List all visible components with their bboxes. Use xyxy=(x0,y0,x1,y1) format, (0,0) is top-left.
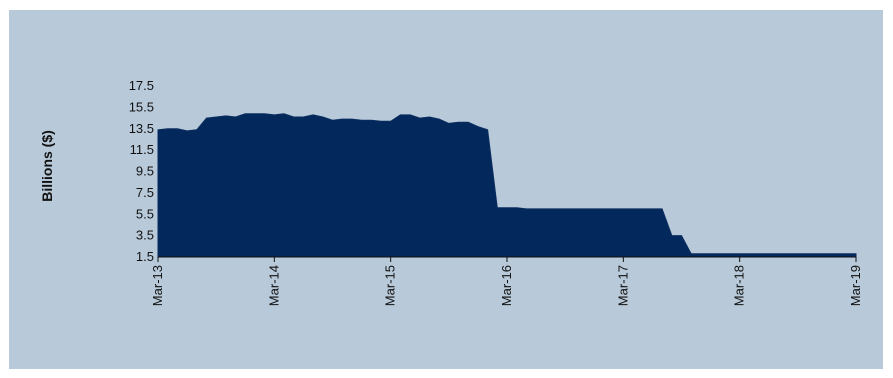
x-tick-label: Mar-16 xyxy=(499,265,514,306)
y-tick-label: 9.5 xyxy=(136,164,154,179)
x-tick-label: Mar-18 xyxy=(732,265,747,306)
y-tick-label: 7.5 xyxy=(136,185,154,200)
y-tick-label: 17.5 xyxy=(129,78,154,93)
x-tick-label: Mar-14 xyxy=(266,265,281,306)
y-axis-label: Billions ($) xyxy=(39,130,55,202)
y-tick-label: 3.5 xyxy=(136,228,154,243)
x-tick-label: Mar-19 xyxy=(848,265,863,306)
y-tick-label: 13.5 xyxy=(129,121,154,136)
y-tick-label: 5.5 xyxy=(136,206,154,221)
area-series-0 xyxy=(157,113,857,258)
x-tick-label: Mar-15 xyxy=(383,265,398,306)
x-tick-label: Mar-13 xyxy=(150,265,165,306)
y-tick-label: 15.5 xyxy=(129,99,154,114)
y-tick-label: 1.5 xyxy=(136,249,154,264)
x-tick-label: Mar-17 xyxy=(615,265,630,306)
y-tick-label: 11.5 xyxy=(130,142,154,157)
